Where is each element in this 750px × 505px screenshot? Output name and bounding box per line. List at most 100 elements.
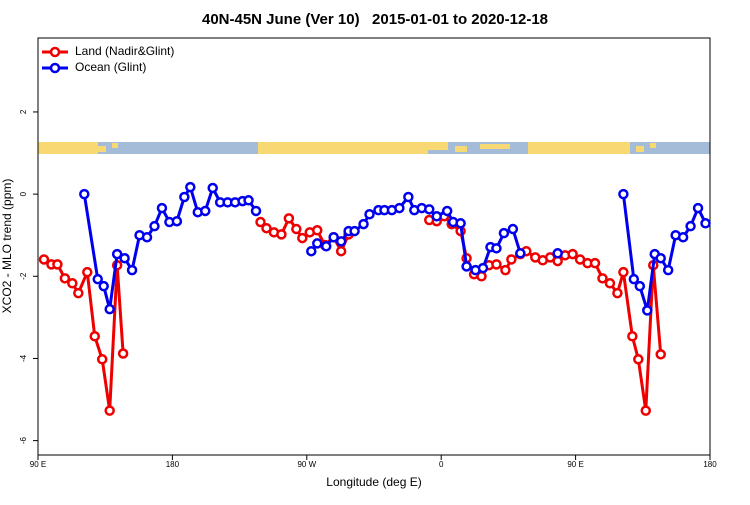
data-point — [441, 205, 453, 217]
land-mask — [38, 142, 710, 154]
data-point — [655, 252, 666, 264]
data-point — [506, 254, 517, 265]
y-tick-label: -4 — [19, 354, 28, 362]
x-tick-label: 90 E — [567, 460, 583, 469]
data-point — [604, 278, 616, 289]
data-point — [677, 232, 689, 243]
data-point — [82, 266, 93, 278]
data-point — [461, 261, 472, 272]
data-point — [349, 225, 360, 237]
data-point — [200, 205, 211, 217]
data-point — [633, 354, 644, 365]
data-point — [297, 232, 308, 244]
x-tick-label: 180 — [703, 460, 717, 469]
data-point — [477, 262, 489, 274]
data-point — [243, 195, 254, 206]
data-point — [119, 252, 130, 264]
data-point — [207, 182, 218, 194]
data-point — [597, 273, 608, 284]
data-point — [431, 211, 442, 222]
data-point — [126, 264, 138, 276]
data-point — [634, 280, 646, 292]
data-point — [261, 222, 272, 234]
data-point — [38, 254, 50, 265]
data-point — [335, 245, 347, 257]
data-point — [306, 245, 317, 257]
y-tick-label: 2 — [19, 109, 28, 114]
data-point — [692, 202, 704, 214]
data-point — [73, 287, 84, 299]
legend-label: Land (Nadir&Glint) — [75, 44, 174, 58]
data-point — [589, 257, 601, 269]
data-point — [156, 202, 168, 214]
data-point — [618, 188, 629, 200]
x-tick-label: 180 — [166, 460, 180, 469]
y-tick-label: -6 — [19, 437, 28, 445]
data-point — [500, 264, 511, 276]
data-point — [320, 241, 332, 252]
data-point — [515, 248, 526, 259]
data-point — [98, 280, 109, 292]
data-point — [67, 278, 78, 289]
x-tick-label: 0 — [439, 460, 444, 469]
data-point — [328, 232, 339, 243]
data-point — [640, 405, 652, 416]
legend-marker — [49, 46, 61, 58]
data-point — [700, 218, 711, 229]
data-point — [255, 216, 266, 228]
data-point — [642, 305, 653, 316]
data-point — [117, 348, 129, 359]
data-point — [552, 248, 563, 259]
data-point — [52, 259, 63, 270]
data-point — [364, 208, 375, 220]
data-point — [403, 191, 414, 203]
data-point — [92, 273, 103, 285]
data-point — [250, 205, 262, 217]
plot-frame — [37, 37, 711, 456]
data-point — [358, 218, 369, 230]
x-tick-label: 90 E — [30, 460, 46, 469]
x-tick-label: 90 W — [297, 460, 316, 469]
data-point — [104, 405, 115, 416]
legend-marker — [49, 62, 61, 74]
data-point — [59, 273, 71, 284]
data-point — [662, 264, 674, 276]
data-point — [628, 273, 640, 285]
y-tick-label: -2 — [19, 272, 28, 280]
data-point — [498, 227, 510, 239]
data-point — [394, 202, 405, 214]
data-point — [79, 188, 90, 200]
data-point — [312, 225, 323, 236]
data-point — [104, 303, 115, 315]
data-point — [283, 213, 295, 224]
y-tick-label: 0 — [19, 191, 28, 196]
data-point — [424, 204, 435, 215]
data-point — [491, 243, 502, 254]
x-axis-label: Longitude (deg E) — [326, 475, 421, 489]
data-point — [179, 191, 190, 203]
data-point — [655, 349, 666, 360]
legend-label: Ocean (Glint) — [75, 60, 146, 74]
data-point — [291, 223, 302, 235]
data-point — [171, 215, 183, 227]
data-point — [567, 248, 578, 260]
data-point — [618, 266, 629, 278]
data-point — [111, 248, 123, 260]
data-point — [185, 181, 196, 193]
data-point — [685, 220, 696, 232]
data-point — [612, 287, 623, 299]
data-point — [141, 232, 153, 243]
chart-title: 40N-45N June (Ver 10) 2015-01-01 to 2020… — [202, 11, 548, 28]
data-point — [96, 354, 108, 365]
data-point — [507, 223, 519, 235]
data-point — [335, 236, 347, 247]
data-point — [89, 331, 100, 342]
data-point — [455, 218, 466, 229]
data-point — [491, 259, 502, 270]
data-point — [149, 220, 160, 232]
data-point — [627, 331, 638, 342]
y-axis-label: XCO2 - MLO trend (ppm) — [0, 179, 14, 314]
data-point — [276, 229, 287, 240]
data-point — [312, 238, 323, 249]
